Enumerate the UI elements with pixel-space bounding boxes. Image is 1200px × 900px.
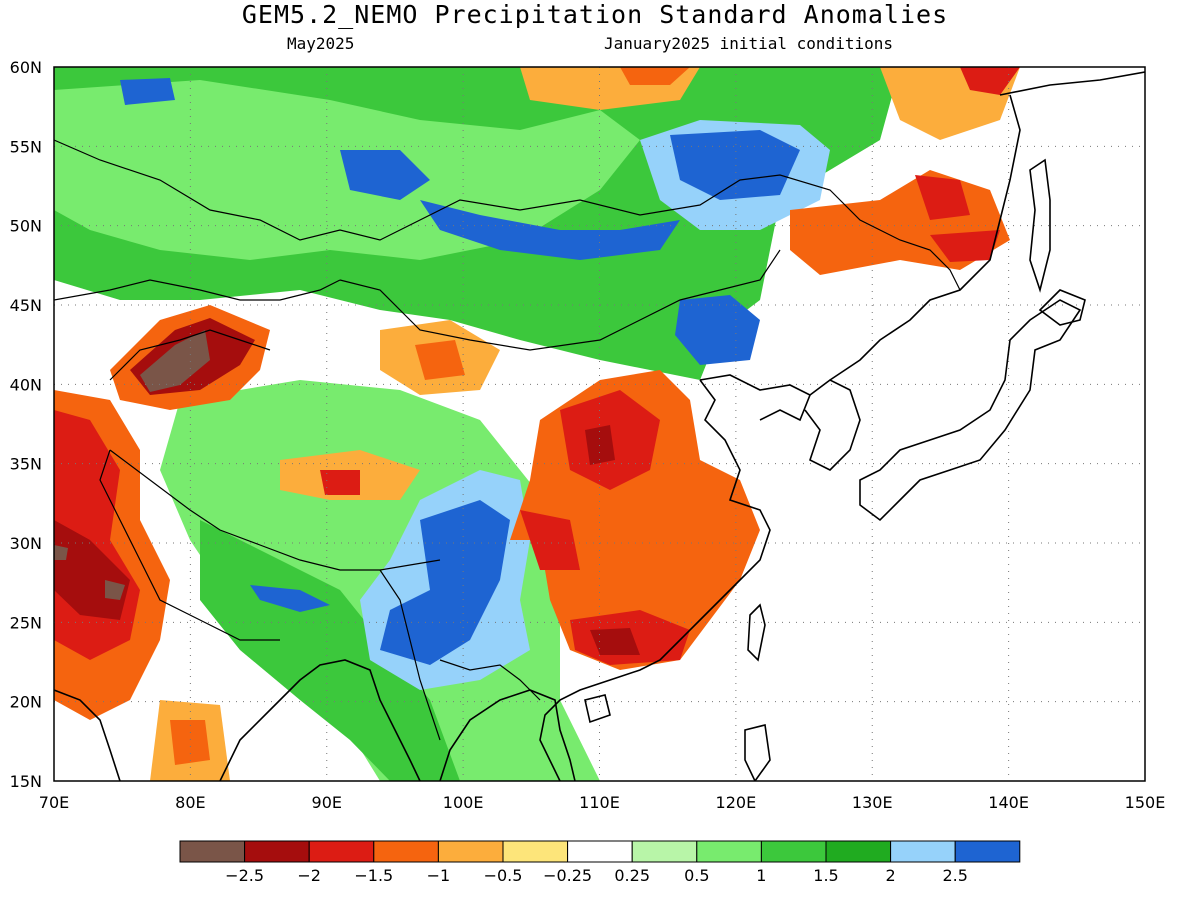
lat-tick-label: 15N [10, 772, 42, 791]
far-east-dry-core-2 [930, 230, 1000, 262]
colorbar-swatch [825, 840, 892, 863]
himalaya-border [109, 449, 441, 571]
colorbar-label: 1 [756, 866, 766, 885]
anomaly-field [54, 67, 1145, 781]
colorbar-swatch [954, 840, 1021, 863]
colorbar-swatch [890, 840, 956, 863]
bay-of-bengal-coast [219, 659, 421, 781]
colorbar-swatch [696, 840, 762, 863]
lat-tick-label: 40N [10, 375, 42, 394]
colorbar-swatch [308, 840, 375, 863]
south-asia-positive [200, 520, 460, 781]
colorbar-label: 2.5 [942, 866, 967, 885]
colorbar-swatch [373, 840, 439, 863]
nw-blue [120, 78, 175, 105]
himalaya-blue [250, 585, 330, 612]
hainan-coast [584, 694, 611, 724]
lat-tick-label: 45N [10, 296, 42, 315]
lon-tick-label: 100E [443, 793, 484, 812]
philippines-coast [744, 724, 771, 781]
colorbar-label: −0.25 [543, 866, 592, 885]
lat-tick-label: 30N [10, 534, 42, 553]
baikal-blue [420, 200, 680, 260]
far-east-dry-core [915, 175, 970, 220]
valid-month: May2025 [287, 34, 355, 53]
sakhalin-coast [1029, 158, 1051, 293]
colorbar-label: 0.5 [684, 866, 709, 885]
country-borders [54, 139, 961, 741]
lat-tick-label: 25N [10, 613, 42, 632]
south-china-dry-3 [520, 510, 580, 570]
lat-tick-label: 50N [10, 217, 42, 236]
tibet-dry-core [320, 470, 360, 495]
colorbar-label: 1.5 [813, 866, 838, 885]
lat-tick-label: 60N [10, 58, 42, 77]
colorbar [179, 840, 1021, 863]
hokkaido-coast [1038, 289, 1086, 326]
latitude-labels: 60N 55N 50N 45N 40N 35N 30N 25N 20N 15N [10, 58, 42, 791]
north-china-dry-core [620, 67, 690, 85]
lon-tick-label: 140E [988, 793, 1029, 812]
taiwan-coast [747, 603, 766, 662]
initial-conditions: January2025 initial conditions [604, 34, 893, 53]
japan-coast [859, 299, 1082, 522]
lat-tick-label: 20N [10, 693, 42, 712]
xinjiang-border [109, 329, 271, 381]
colorbar-label: −2 [297, 866, 321, 885]
plot-frame [53, 66, 1146, 782]
lat-tick-label: 55N [10, 137, 42, 156]
korea-coast [804, 379, 861, 471]
colorbar-swatch [631, 840, 698, 863]
lon-tick-label: 80E [175, 793, 205, 812]
china-east-coast [539, 379, 771, 781]
sichuan-myanmar-blue-core [380, 500, 510, 665]
colorbar-labels: −2.5 −2 −1.5 −1 −0.5 −0.25 0.25 0.5 1 1.5 2 2.5 [225, 866, 968, 885]
colorbar-label: −1 [427, 866, 451, 885]
mongolia-border [339, 249, 781, 351]
kyrgyz-dry-core [140, 330, 210, 392]
lon-tick-label: 150E [1125, 793, 1166, 812]
coastlines [54, 71, 1145, 781]
colorbar-swatch [567, 840, 633, 863]
guangxi-dry-core [590, 628, 640, 655]
colorbar-swatch [437, 840, 504, 863]
mongolia-blue [340, 150, 430, 200]
lon-tick-label: 130E [852, 793, 893, 812]
graticule [54, 67, 1145, 781]
russia-border [54, 139, 961, 291]
kazakh-border [54, 279, 341, 301]
map-title: GEM5.2_NEMO Precipitation Standard Anoma… [241, 0, 949, 29]
lat-tick-label: 35N [10, 455, 42, 474]
siberia-blue-core [670, 130, 800, 200]
lon-tick-label: 90E [312, 793, 342, 812]
far-east-north-dry-core [960, 67, 1020, 95]
longitude-labels: 70E 80E 90E 100E 110E 120E 130E 140E 150E [39, 793, 1166, 812]
myanmar-border [379, 569, 441, 741]
lon-tick-label: 70E [39, 793, 69, 812]
pakistan-dry-brown [105, 580, 125, 600]
india-dry-core [170, 720, 210, 765]
colorbar-swatch [760, 840, 827, 863]
bohai-coast [699, 374, 812, 422]
laos-vietnam-border [439, 659, 541, 701]
colorbar-label: 0.25 [614, 866, 650, 885]
lon-tick-label: 120E [716, 793, 757, 812]
lon-tick-label: 110E [579, 793, 620, 812]
colorbar-swatch [502, 840, 569, 863]
colorbar-swatch [244, 840, 310, 863]
northeast-china-blue [675, 295, 760, 365]
colorbar-label: −1.5 [354, 866, 393, 885]
colorbar-label: −2.5 [225, 866, 264, 885]
inner-mongolia-dry-core [415, 340, 465, 380]
india-border [99, 449, 280, 641]
pakistan-dry-brown-2 [54, 545, 68, 560]
colorbar-label: 2 [886, 866, 896, 885]
colorbar-label: −0.5 [484, 866, 523, 885]
colorbar-swatch [179, 840, 246, 863]
india-west-coast [54, 689, 121, 781]
